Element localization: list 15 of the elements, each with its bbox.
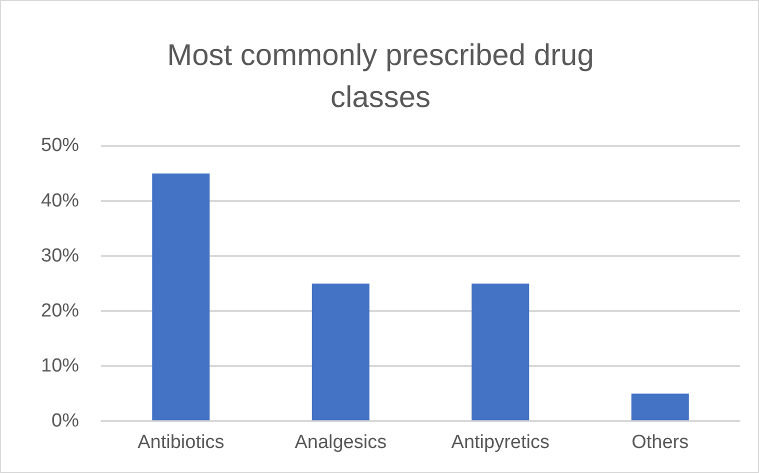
x-tick-label: Analgesics <box>294 432 387 453</box>
y-tick-label: 10% <box>40 355 80 376</box>
x-tick-label: Antibiotics <box>138 432 224 453</box>
chart-title: Most commonly prescribed drug classes <box>166 38 595 116</box>
bar <box>312 284 370 420</box>
y-tick-label: 20% <box>40 300 80 322</box>
bar <box>472 284 530 420</box>
y-tick-label: 50% <box>40 135 80 156</box>
x-tick-label: Antipyretics <box>451 432 550 453</box>
y-tick-label: 30% <box>40 245 80 266</box>
x-tick-label: Others <box>632 432 689 453</box>
bar <box>631 394 689 420</box>
y-tick-label: 0% <box>52 410 80 432</box>
y-tick-label: 40% <box>40 190 80 212</box>
bar <box>152 174 210 420</box>
